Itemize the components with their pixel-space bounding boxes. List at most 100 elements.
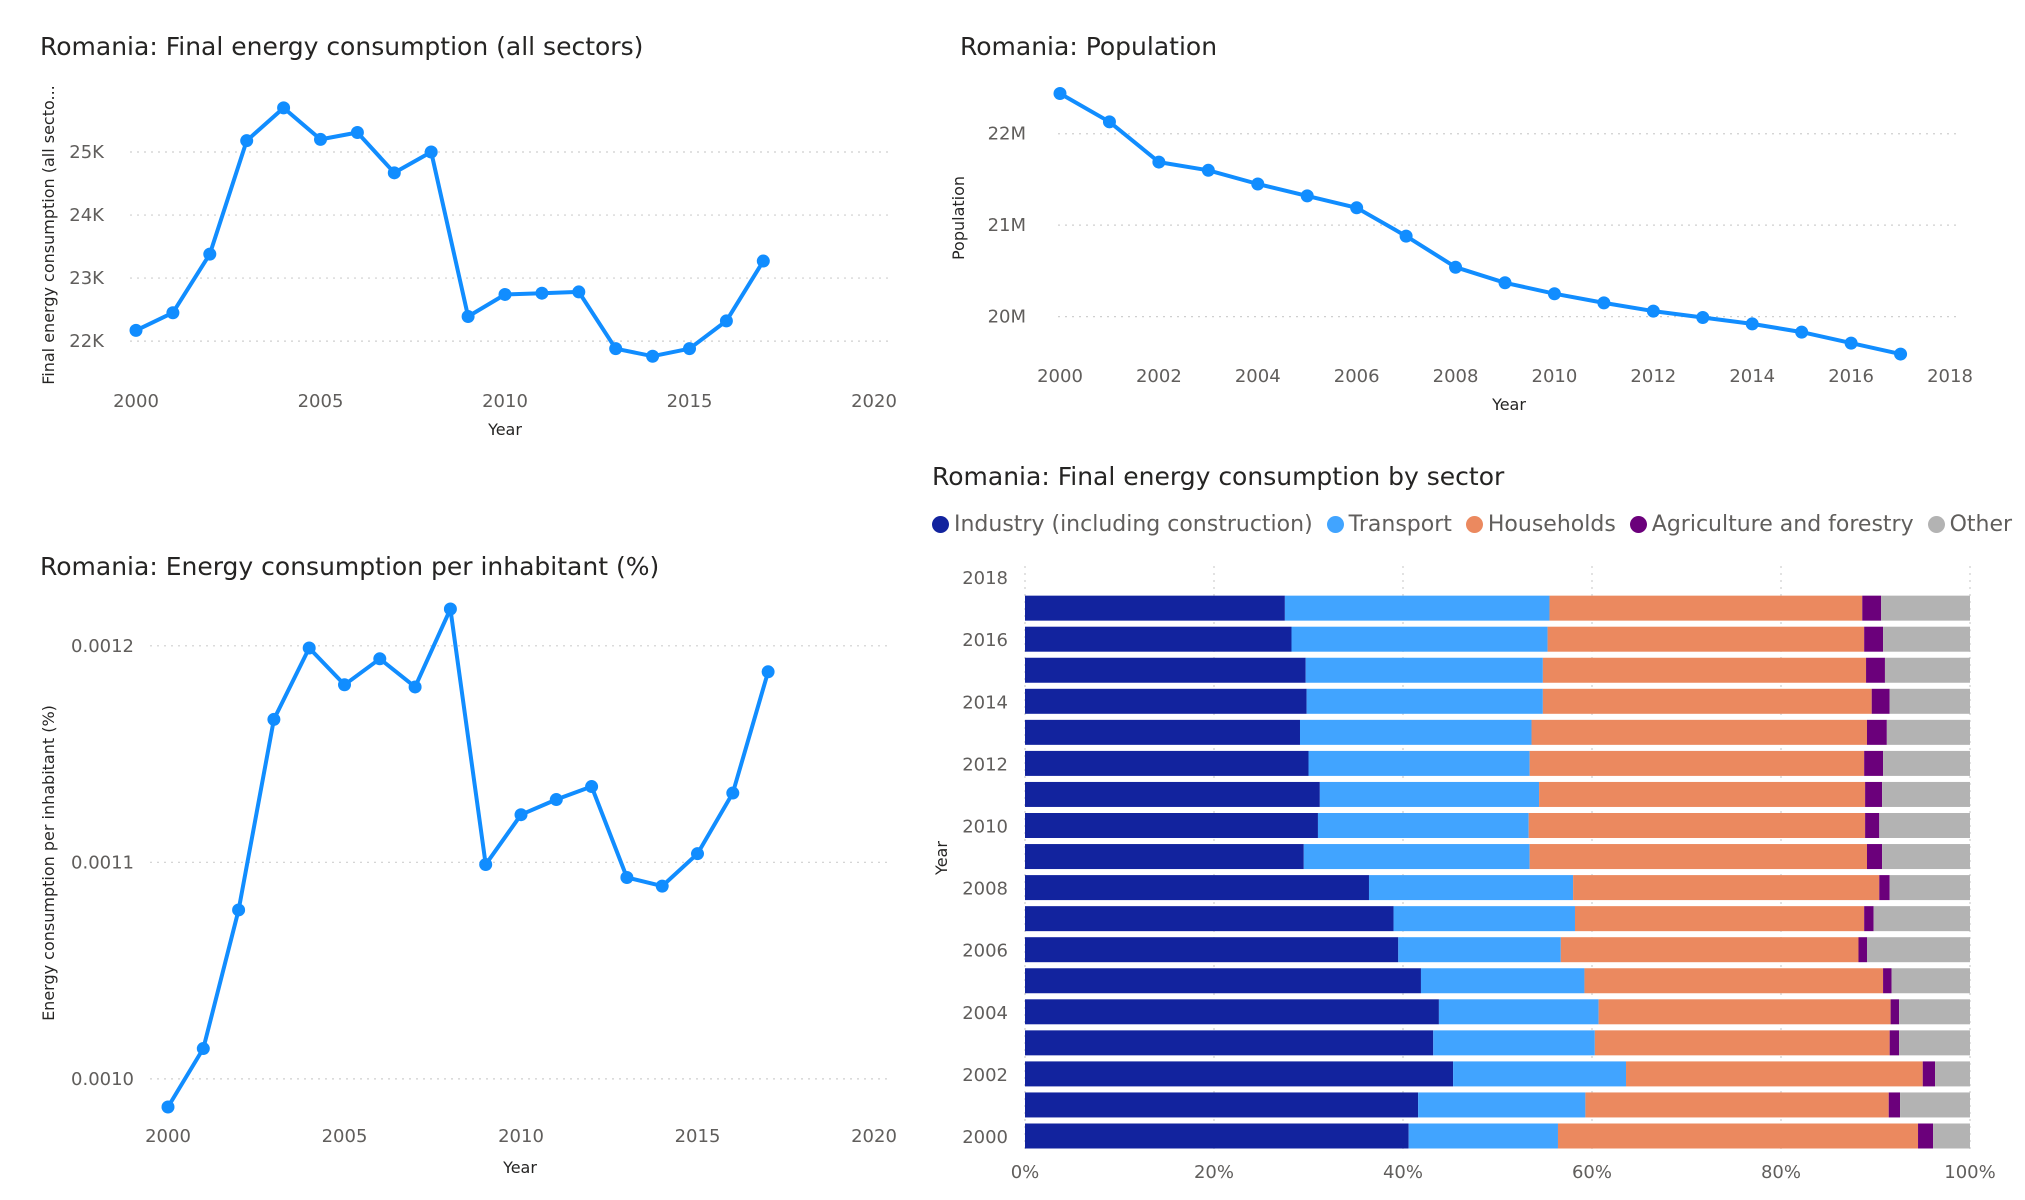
- chart-panel-per-inhabitant: Romania: Energy consumption per inhabita…: [0, 520, 920, 1200]
- data-point: [1449, 260, 1463, 274]
- data-point: [1646, 304, 1660, 318]
- x-tick-label: 2018: [1927, 366, 1973, 387]
- data-line: [1059, 91, 1902, 357]
- x-tick-label: 2010: [482, 391, 528, 412]
- data-line: [166, 607, 771, 1109]
- data-point: [691, 847, 704, 861]
- chart-panel-population: Romania: Population 20M 21M 22M 2000 2002 200…: [920, 0, 2025, 450]
- x-tick-label: 2008: [1433, 366, 1479, 387]
- data-point: [479, 857, 493, 871]
- data-point: [1102, 115, 1116, 129]
- y-axis-title: Energy consumption per inhabitant (%): [39, 705, 58, 1021]
- x-axis-title: Year: [487, 420, 522, 439]
- chart-panel-by-sector: Romania: Final energy consumption by sec…: [920, 450, 2025, 1200]
- legend-item-industry[interactable]: Industry (including construction): [932, 512, 1313, 537]
- data-point: [1201, 163, 1215, 177]
- x-tick-label: 2000: [1037, 366, 1083, 387]
- y-tick-label: 20M: [988, 307, 1026, 328]
- data-point: [1152, 155, 1166, 169]
- data-point: [443, 602, 457, 616]
- x-tick-label: 2006: [1334, 366, 1380, 387]
- legend-label: Agriculture and forestry: [1651, 512, 1914, 537]
- x-axis-title: Year: [1491, 395, 1526, 414]
- legend-item-households[interactable]: Households: [1465, 512, 1616, 537]
- y-axis-title: Final energy consumption (all secto...: [39, 85, 58, 385]
- data-point: [1745, 317, 1759, 331]
- data-point: [719, 314, 733, 328]
- data-point: [1300, 189, 1314, 203]
- data-point: [1547, 287, 1561, 301]
- y-tick-label: 0.0010: [71, 1069, 134, 1090]
- data-point: [1251, 177, 1265, 191]
- data-point: [683, 342, 696, 356]
- legend-swatch: [932, 516, 949, 533]
- data-point: [166, 306, 180, 320]
- x-tick-label: 2005: [298, 391, 344, 412]
- data-point: [1795, 325, 1809, 339]
- x-tick-label: 2004: [1235, 366, 1281, 387]
- legend-swatch: [1465, 516, 1483, 533]
- data-point: [196, 1042, 210, 1056]
- x-axis-title: Year: [502, 1158, 537, 1177]
- data-point: [1399, 229, 1413, 243]
- data-point: [498, 287, 512, 301]
- chart-title: Romania: Population: [960, 32, 1218, 61]
- data-point: [203, 247, 217, 261]
- y-tick-label: 21M: [988, 215, 1026, 236]
- y-tick-label: 24K: [69, 205, 105, 226]
- data-point: [1498, 276, 1512, 290]
- legend-item-agriculture[interactable]: Agriculture and forestry: [1629, 512, 1914, 537]
- data-point: [1053, 86, 1067, 100]
- data-point: [1844, 336, 1858, 350]
- data-point: [424, 145, 438, 159]
- legend-label: Households: [1487, 512, 1616, 537]
- chart-panel-final-energy: Romania: Final energy consumption (all s…: [0, 0, 920, 460]
- chart-title: Romania: Final energy consumption by sec…: [932, 462, 1505, 491]
- data-point: [761, 665, 775, 679]
- y-tick-label: 22M: [988, 124, 1026, 145]
- legend-swatch: [1326, 516, 1344, 533]
- legend-label: Transport: [1348, 512, 1452, 537]
- per-inhabitant-line-chart[interactable]: 0.0010 0.0011 0.0012 2000 2005 2010 2015 2020 Ye…: [0, 520, 920, 1200]
- data-point: [350, 125, 364, 139]
- x-tick-label: 2010: [498, 1126, 544, 1147]
- data-point: [338, 678, 351, 692]
- data-point: [609, 342, 623, 356]
- x-tick-label: 2015: [667, 391, 713, 412]
- x-tick-label: 2020: [851, 1126, 897, 1147]
- legend-swatch: [1629, 516, 1647, 533]
- data-point: [655, 879, 669, 893]
- y-tick-label: 23K: [69, 268, 105, 289]
- x-tick-label: 2000: [145, 1126, 191, 1147]
- x-tick-label: 2015: [675, 1126, 721, 1147]
- data-point: [1894, 347, 1908, 361]
- data-point: [267, 712, 281, 726]
- data-point: [726, 786, 740, 800]
- legend-item-transport[interactable]: Transport: [1326, 512, 1452, 537]
- legend-swatch: [1927, 516, 1945, 533]
- data-point: [646, 349, 660, 363]
- x-tick-label: 2000: [113, 391, 159, 412]
- data-point: [585, 780, 599, 794]
- data-point: [232, 903, 246, 917]
- x-tick-label: 2002: [1136, 366, 1182, 387]
- x-tick-label: 2010: [1532, 366, 1578, 387]
- x-tick-label: 2005: [322, 1126, 368, 1147]
- legend-label: Industry (including construction): [954, 512, 1313, 537]
- data-point: [535, 286, 549, 300]
- y-tick-label: 25K: [69, 142, 105, 163]
- sector-legend: Industry (including construction) Transp…: [932, 512, 2012, 537]
- legend-item-other[interactable]: Other: [1927, 512, 2012, 537]
- data-point: [572, 285, 586, 299]
- data-point: [620, 870, 634, 884]
- data-line: [135, 105, 766, 359]
- data-point: [302, 641, 316, 655]
- data-point: [1597, 296, 1611, 310]
- final-energy-line-chart[interactable]: 22K 23K 24K 25K 2000 2005 2010 2015 2020 Year Fina…: [0, 0, 920, 460]
- population-line-chart[interactable]: 20M 21M 22M 2000 2002 2004 2006 2008 2010 2012 201…: [920, 0, 2025, 450]
- y-axis-title: Population: [949, 176, 968, 260]
- data-point: [1696, 311, 1710, 325]
- data-point: [277, 101, 291, 115]
- x-tick-label: 2012: [1630, 366, 1676, 387]
